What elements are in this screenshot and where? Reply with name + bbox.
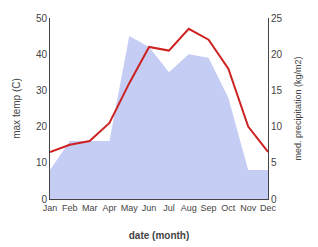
svg-text:Jan: Jan [43, 203, 58, 213]
svg-text:Sep: Sep [201, 203, 217, 213]
svg-text:May: May [121, 203, 139, 213]
svg-text:50: 50 [36, 13, 48, 24]
svg-text:20: 20 [36, 121, 48, 132]
svg-text:Apr: Apr [102, 203, 116, 213]
svg-text:Jun: Jun [142, 203, 157, 213]
svg-text:Feb: Feb [62, 203, 78, 213]
svg-text:40: 40 [36, 49, 48, 60]
svg-text:0: 0 [271, 194, 277, 205]
svg-text:Nov: Nov [240, 203, 257, 213]
svg-text:10: 10 [36, 157, 48, 168]
svg-text:Oct: Oct [221, 203, 236, 213]
svg-text:Jul: Jul [163, 203, 175, 213]
svg-text:Dec: Dec [260, 203, 277, 213]
svg-text:0: 0 [41, 194, 47, 205]
svg-text:10: 10 [271, 121, 283, 132]
svg-text:max temp (C): max temp (C) [11, 78, 22, 139]
svg-text:5: 5 [271, 157, 277, 168]
svg-text:25: 25 [271, 13, 283, 24]
svg-text:15: 15 [271, 85, 283, 96]
svg-text:30: 30 [36, 85, 48, 96]
svg-text:20: 20 [271, 49, 283, 60]
svg-text:med. precipitation (kg/m2): med. precipitation (kg/m2) [293, 56, 303, 160]
svg-text:date (month): date (month) [129, 230, 190, 241]
svg-text:Mar: Mar [82, 203, 98, 213]
svg-text:Aug: Aug [181, 203, 197, 213]
